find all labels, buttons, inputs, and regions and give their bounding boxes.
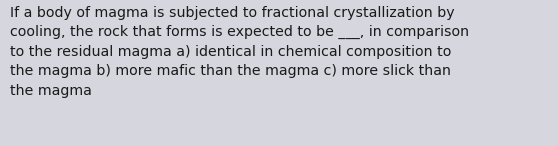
Text: If a body of magma is subjected to fractional crystallization by
cooling, the ro: If a body of magma is subjected to fract…	[10, 6, 469, 98]
